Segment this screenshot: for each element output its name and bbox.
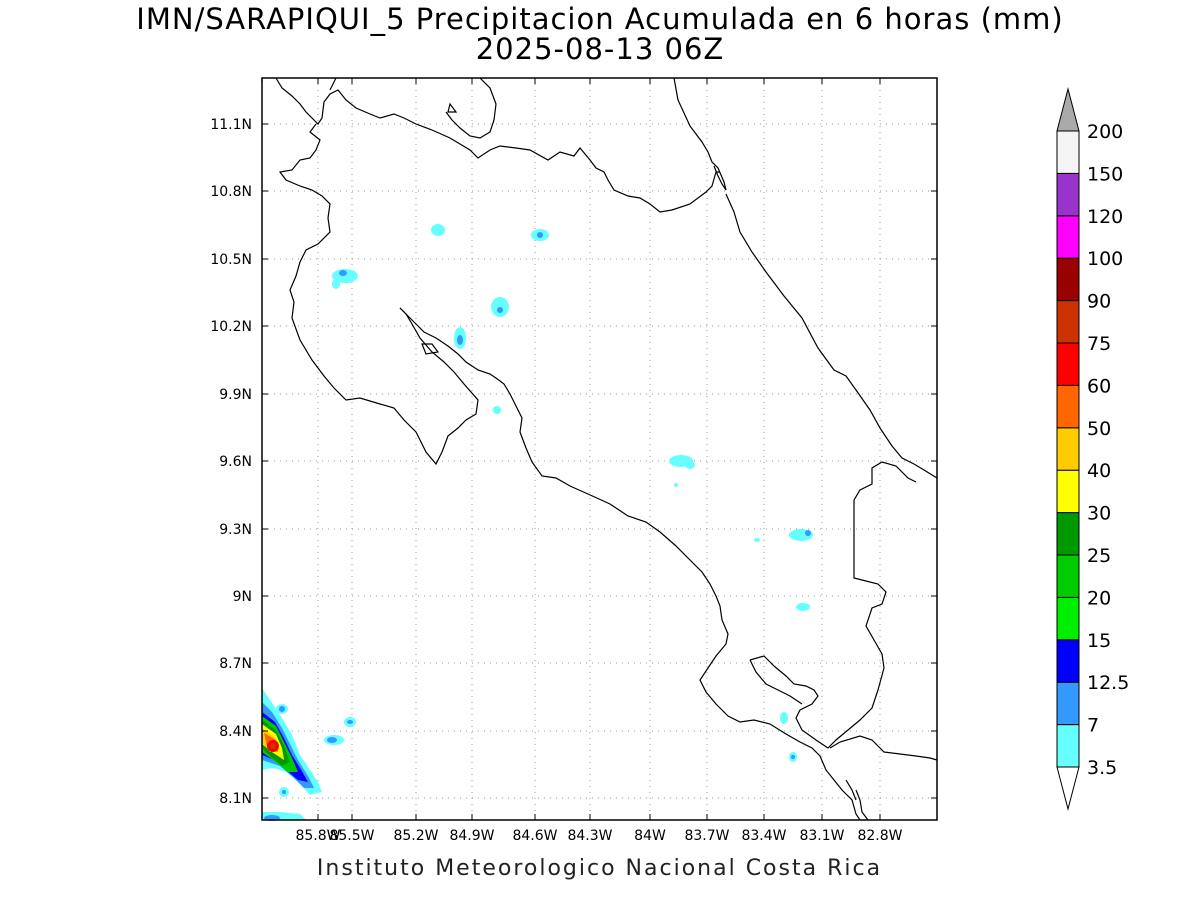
lon-label: 83.4W <box>741 828 786 844</box>
lon-label: 85.2W <box>393 828 438 844</box>
colorbar-swatch <box>1056 130 1080 174</box>
longitude-labels: 85.8W 85.5W 85.2W 84.9W 84.6W 84.3W 84W … <box>295 828 902 844</box>
y-axis-ticks <box>262 123 937 799</box>
colorbar-swatch <box>1056 469 1080 514</box>
colorbar-label: 120 <box>1087 206 1123 228</box>
lat-label: 9.9N <box>219 387 252 403</box>
colorbar-swatch <box>1056 512 1080 556</box>
lat-label: 8.7N <box>219 656 252 672</box>
colorbar-label: 75 <box>1087 333 1111 355</box>
lon-label: 84.9W <box>449 828 494 844</box>
map-area <box>262 78 937 820</box>
lat-label: 9N <box>233 589 252 605</box>
colorbar-swatch <box>1056 681 1080 726</box>
coastline <box>261 77 938 821</box>
lat-label: 8.4N <box>219 724 252 740</box>
colorbar-swatch <box>1056 427 1080 471</box>
lon-label: 84.3W <box>567 828 612 844</box>
precipitation-shading <box>262 224 813 821</box>
colorbar-swatch <box>1056 300 1080 344</box>
map-gridlines <box>262 78 937 820</box>
colorbar-label: 7 <box>1087 715 1099 737</box>
colorbar-min-arrow <box>1056 766 1080 811</box>
colorbar: 3.5 7 12.5 15 20 25 30 40 50 60 75 90 100 120 150 200 <box>1056 87 1129 811</box>
colorbar-swatch <box>1056 215 1080 259</box>
colorbar-swatch <box>1056 257 1080 302</box>
colorbar-label: 90 <box>1087 291 1111 313</box>
lat-label: 9.6N <box>219 454 252 470</box>
colorbar-label: 150 <box>1087 163 1123 185</box>
lon-label: 83.1W <box>799 828 844 844</box>
colorbar-label: 100 <box>1087 248 1123 270</box>
colorbar-swatch <box>1056 342 1080 386</box>
colorbar-swatch <box>1056 596 1080 641</box>
latitude-labels: 11.1N 10.8N 10.5N 10.2N 9.9N 9.6N 9.3N 9… <box>210 117 252 807</box>
colorbar-label: 15 <box>1087 630 1111 652</box>
colorbar-swatch <box>1056 172 1080 217</box>
colorbar-swatch <box>1056 554 1080 598</box>
colorbar-label: 40 <box>1087 460 1111 482</box>
lon-label: 82.8W <box>857 828 902 844</box>
lon-label: 84.6W <box>512 828 557 844</box>
colorbar-label: 30 <box>1087 503 1111 525</box>
colorbar-swatch <box>1056 724 1080 768</box>
map-datetime: 2025-08-13 06Z <box>475 32 725 66</box>
lon-label: 85.8W <box>295 828 340 844</box>
colorbar-label: 12.5 <box>1087 672 1129 694</box>
lon-label: 84W <box>634 828 666 844</box>
colorbar-swatch <box>1056 384 1080 429</box>
colorbar-max-arrow <box>1056 87 1080 132</box>
colorbar-label: 50 <box>1087 418 1111 440</box>
map-title: IMN/SARAPIQUI_5 Precipitacion Acumulada … <box>136 2 1064 36</box>
lat-label: 8.1N <box>219 791 252 807</box>
colorbar-label: 3.5 <box>1087 757 1117 779</box>
colorbar-label: 200 <box>1087 121 1123 143</box>
lat-label: 10.5N <box>210 252 252 268</box>
colorbar-label: 20 <box>1087 587 1111 609</box>
credit-footer: Instituto Meteorologico Nacional Costa R… <box>316 856 883 881</box>
x-axis-ticks <box>317 78 881 820</box>
lon-label: 83.7W <box>684 828 729 844</box>
map-frame <box>261 77 938 821</box>
lat-label: 9.3N <box>219 522 252 538</box>
lat-label: 10.2N <box>210 319 252 335</box>
colorbar-label: 25 <box>1087 545 1111 567</box>
colorbar-swatch <box>1056 639 1080 683</box>
lat-label: 10.8N <box>210 184 252 200</box>
colorbar-label: 60 <box>1087 375 1111 397</box>
lon-label: 85.5W <box>329 828 374 844</box>
lat-label: 11.1N <box>210 117 252 133</box>
